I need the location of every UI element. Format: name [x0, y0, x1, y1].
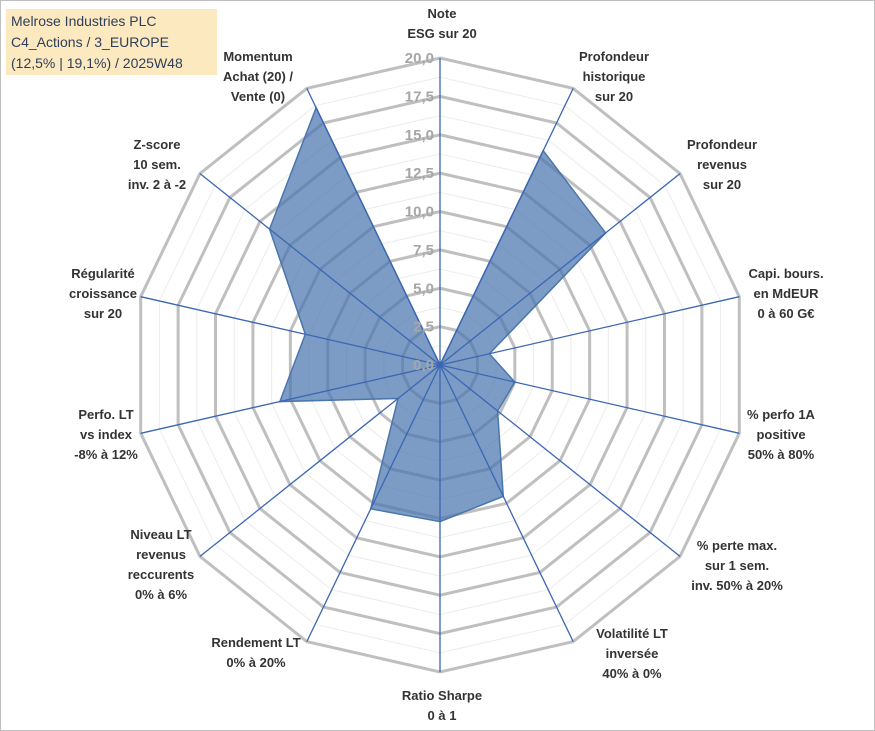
- axis-label-rendement-lt: Rendement LT 0% à 20%: [188, 633, 324, 673]
- axis-label-line: vs index: [79, 427, 133, 442]
- axis-label-line: Ratio Sharpe: [401, 688, 483, 703]
- axis-spoke: [439, 364, 740, 434]
- axis-label-line: revenus: [136, 547, 186, 562]
- axis-label-regularite: Régularité croissance sur 20: [35, 264, 171, 324]
- axis-label-line: 10 sem.: [133, 157, 181, 172]
- axis-spoke: [140, 296, 441, 366]
- axis-label-line: Niveau LT: [130, 527, 192, 542]
- axis-label-line: -8% à 12%: [74, 447, 138, 462]
- axis-label-line: croissance: [69, 286, 137, 301]
- info-company: Melrose Industries PLC: [11, 13, 157, 29]
- axis-spoke: [439, 296, 740, 366]
- axis-label-line: 40% à 0%: [602, 666, 662, 681]
- tick-label: 5,0: [413, 280, 434, 297]
- tick-label: 7,5: [413, 242, 434, 259]
- axis-label-line: 0% à 6%: [134, 587, 188, 602]
- axis-label-line: Vente (0): [230, 89, 286, 104]
- axis-label-line: historique: [582, 69, 646, 84]
- axis-label-z-score: Z-score 10 sem. inv. 2 à -2: [89, 135, 225, 195]
- axis-label-line: en MdEUR: [753, 286, 819, 301]
- axis-label-line: Perfo. LT: [78, 407, 134, 422]
- axis-label-line: 0 à 60 G€: [757, 306, 815, 321]
- tick-label: 0,0: [413, 357, 434, 374]
- axis-label-line: % perte max.: [696, 538, 778, 553]
- axis-label-line: Momentum: [223, 49, 293, 64]
- axis-label-line: reccurents: [127, 567, 195, 582]
- axis-label-capi-bours: Capi. bours. en MdEUR 0 à 60 G€: [718, 264, 854, 324]
- axis-label-line: revenus: [697, 157, 747, 172]
- info-box: Melrose Industries PLC C4_Actions / 3_EU…: [6, 9, 217, 75]
- info-category: C4_Actions / 3_EUROPE: [11, 34, 169, 50]
- axis-label-line: inv. 2 à -2: [127, 177, 187, 192]
- axis-label-niveau-lt: Niveau LT revenus reccurents 0% à 6%: [93, 525, 229, 605]
- info-stats: (12,5% | 19,1%) / 2025W48: [11, 55, 183, 71]
- axis-spoke: [199, 173, 441, 366]
- axis-label-line: % perfo 1A: [747, 407, 815, 422]
- tick-label: 10,0: [405, 204, 434, 221]
- axis-label-profondeur-revenus: Profondeur revenus sur 20: [654, 135, 790, 195]
- axis-spoke: [439, 173, 681, 366]
- axis-label-line: Achat (20) /: [222, 69, 294, 84]
- axis-label-line: 0% à 20%: [226, 655, 286, 670]
- axis-label-line: 50% à 80%: [747, 447, 815, 462]
- axis-label-line: Z-score: [133, 137, 181, 152]
- axis-label-line: inv. 50% à 20%: [691, 578, 783, 593]
- axis-label-line: Rendement LT: [211, 635, 301, 650]
- tick-label: 2,5: [413, 319, 434, 336]
- axis-spoke: [439, 364, 681, 557]
- axis-label-line: sur 20: [594, 89, 634, 104]
- axis-spoke: [439, 364, 574, 642]
- axis-label-line: Profondeur: [686, 137, 758, 152]
- axis-label-volatilite-lt: Volatilité LT inversée 40% à 0%: [564, 624, 700, 684]
- axis-label-momentum: Momentum Achat (20) / Vente (0): [190, 47, 326, 107]
- axis-label-line: Capi. bours.: [748, 266, 824, 281]
- axis-spoke: [140, 364, 441, 434]
- axis-spoke: [199, 364, 441, 557]
- axis-label-line: Note: [427, 6, 457, 21]
- axis-label-line: Volatilité LT: [596, 626, 668, 641]
- tick-label: 15,0: [405, 127, 434, 144]
- tick-label: 12,5: [405, 165, 434, 182]
- tick-label: 20,0: [405, 50, 434, 67]
- axis-label-line: sur 1 sem.: [704, 558, 770, 573]
- axis-label-ratio-sharpe: Ratio Sharpe 0 à 1: [374, 686, 510, 726]
- axis-spoke: [306, 364, 441, 642]
- axis-label-perte-max: % perte max. sur 1 sem. inv. 50% à 20%: [669, 536, 805, 596]
- axis-label-line: positive: [756, 427, 806, 442]
- axis-label-line: inversée: [605, 646, 659, 661]
- axis-label-perfo-lt: Perfo. LT vs index -8% à 12%: [38, 405, 174, 465]
- axis-label-line: 0 à 1: [427, 708, 457, 723]
- axis-label-perfo-1a: % perfo 1A positive 50% à 80%: [713, 405, 849, 465]
- axis-spoke: [439, 88, 574, 366]
- axis-spoke: [306, 88, 441, 366]
- axis-label-line: Régularité: [71, 266, 135, 281]
- axis-label-line: ESG sur 20: [407, 26, 477, 41]
- axis-label-profondeur-historique: Profondeur historique sur 20: [546, 47, 682, 107]
- axis-label-line: sur 20: [702, 177, 742, 192]
- tick-label: 17,5: [405, 88, 434, 105]
- axis-label-line: sur 20: [83, 306, 123, 321]
- axis-label-line: Profondeur: [578, 49, 650, 64]
- axis-label-note-esg: Note ESG sur 20: [374, 4, 510, 44]
